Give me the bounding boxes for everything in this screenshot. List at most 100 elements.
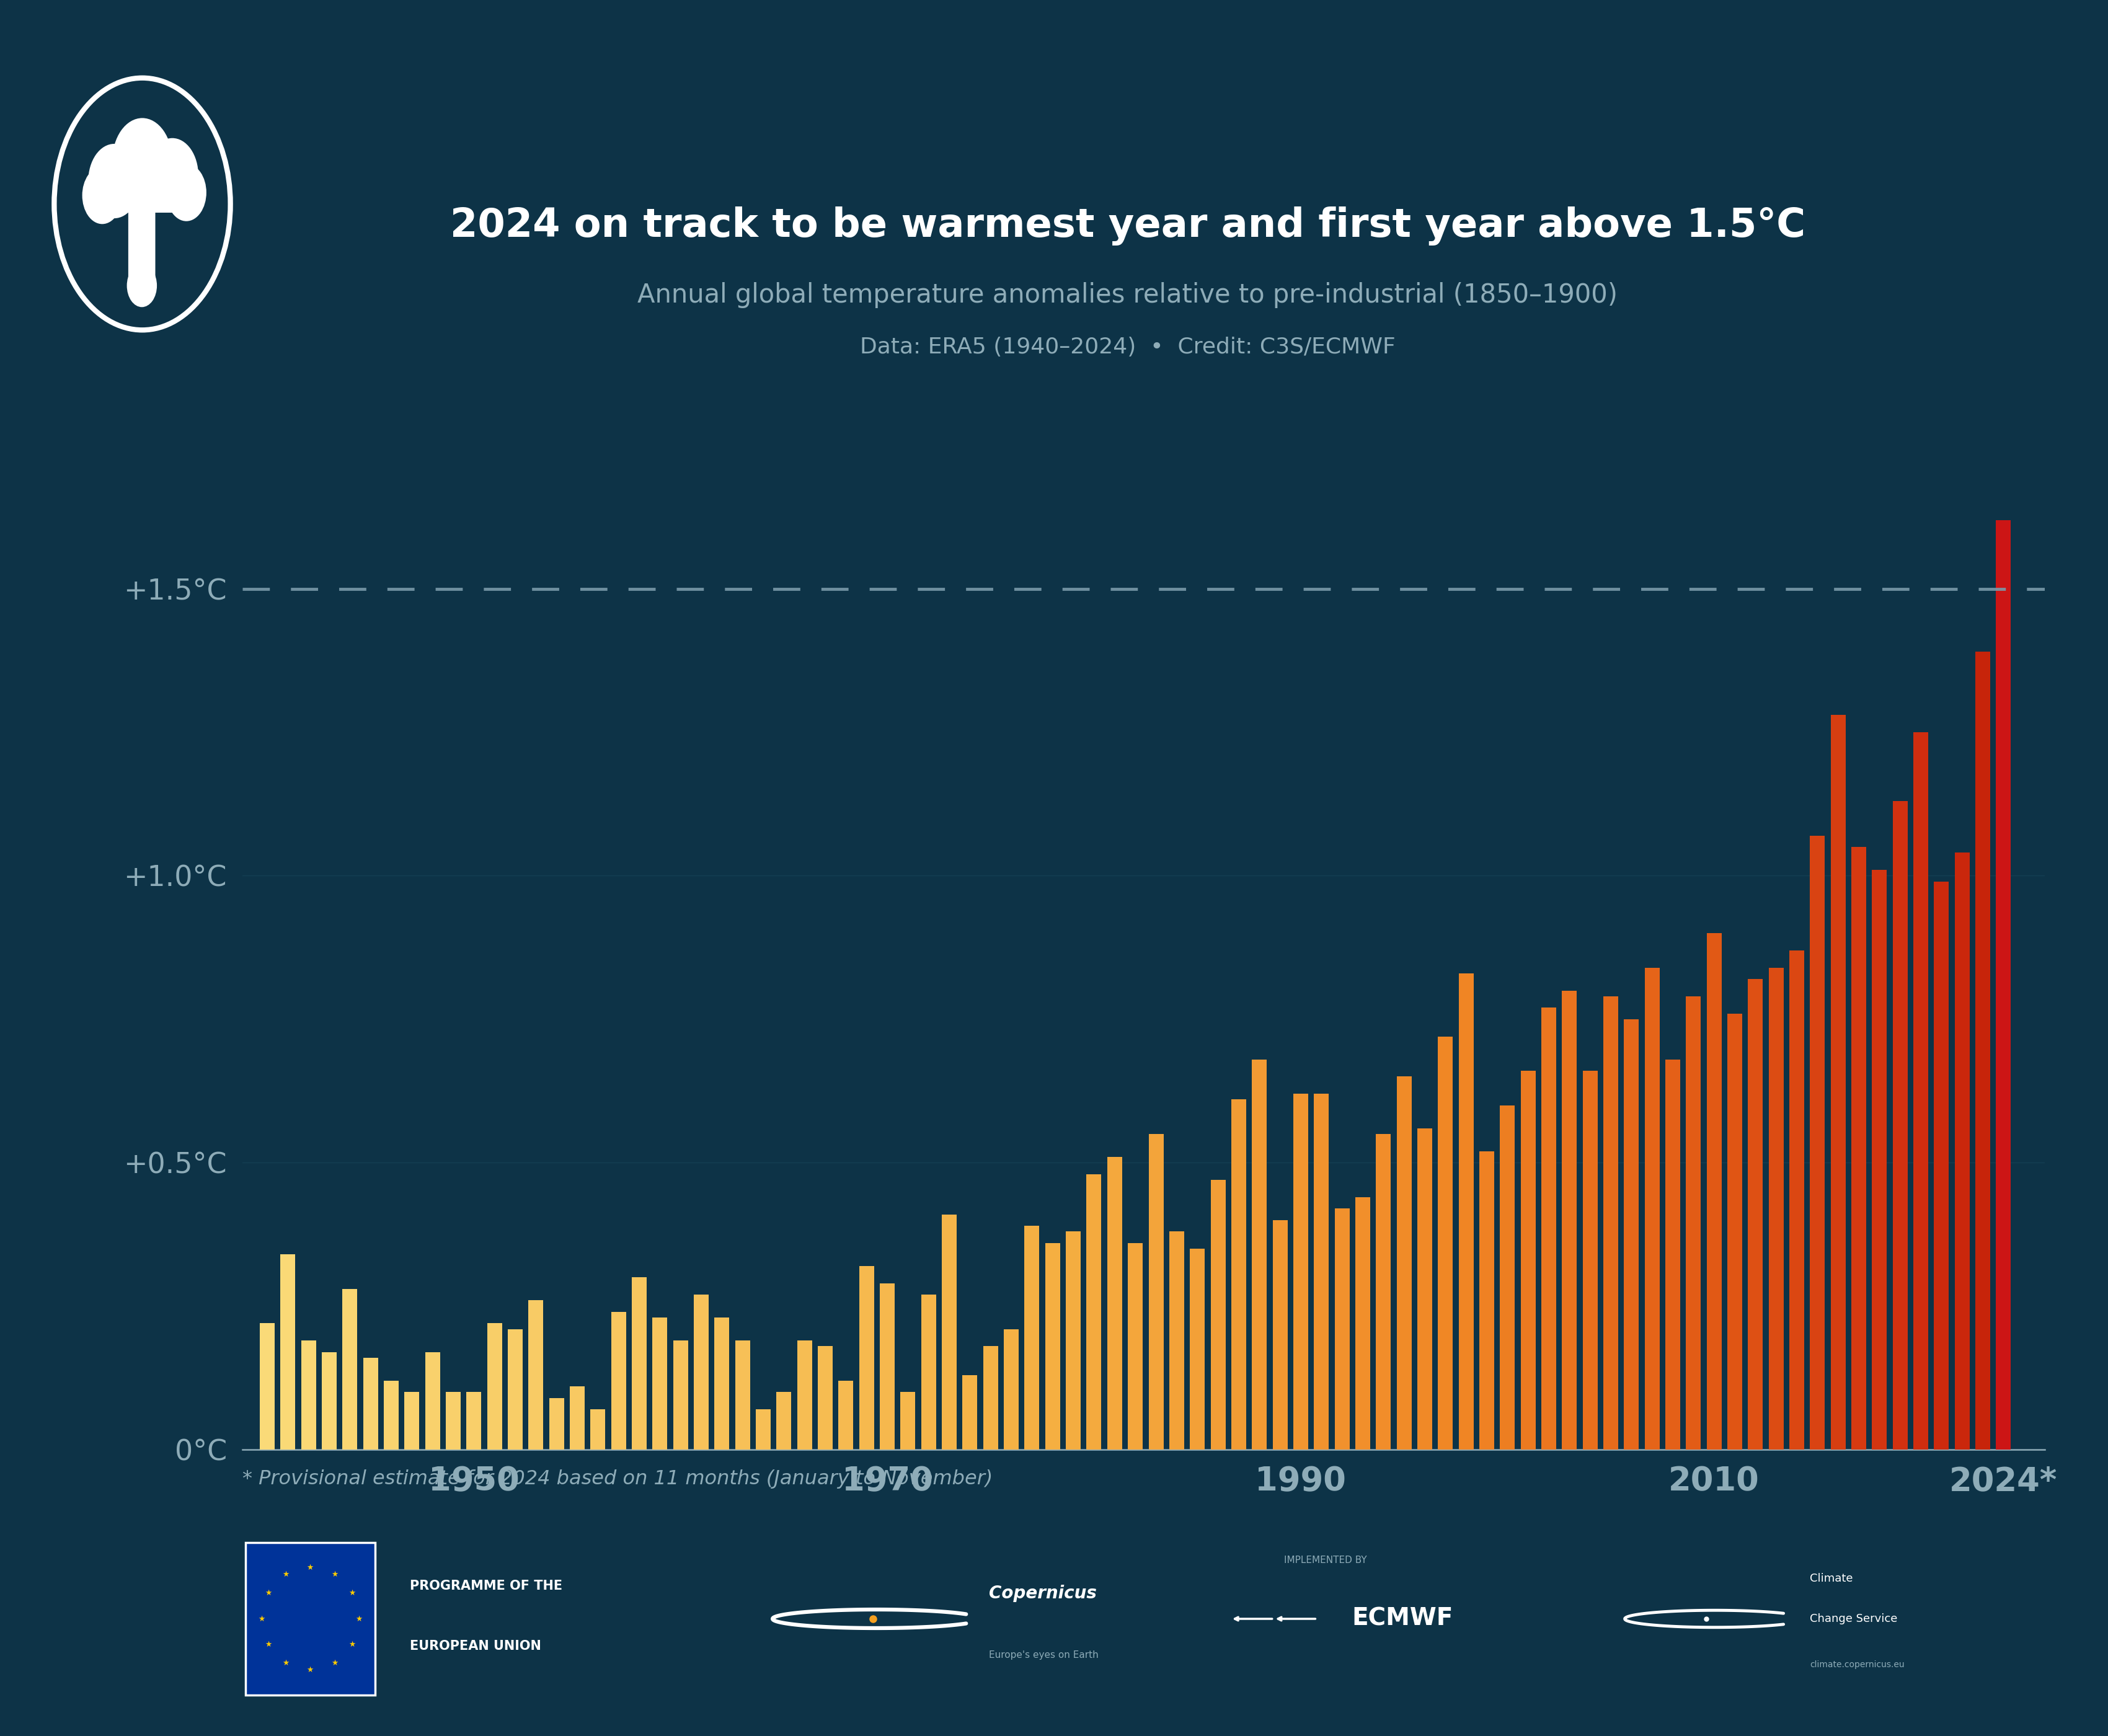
Bar: [550, 1397, 565, 1450]
Bar: [797, 1340, 812, 1450]
Bar: [1417, 1128, 1431, 1450]
Bar: [508, 1330, 523, 1450]
Bar: [529, 1300, 544, 1450]
Circle shape: [82, 167, 122, 224]
Bar: [1707, 934, 1722, 1450]
Bar: [426, 1352, 441, 1450]
Text: Data: ERA5 (1940–2024)  •  Credit: C3S/ECMWF: Data: ERA5 (1940–2024) • Credit: C3S/ECM…: [860, 337, 1395, 358]
Bar: [1686, 996, 1701, 1450]
Bar: [694, 1295, 708, 1450]
Bar: [1067, 1231, 1081, 1450]
Text: Climate: Climate: [1809, 1573, 1853, 1585]
Bar: [1562, 991, 1577, 1450]
Bar: [1273, 1220, 1288, 1450]
Bar: [323, 1352, 337, 1450]
Bar: [259, 1323, 274, 1450]
Text: ★: ★: [266, 1588, 272, 1597]
Bar: [879, 1283, 894, 1450]
Bar: [1644, 967, 1659, 1450]
Bar: [569, 1387, 584, 1450]
Text: climate.copernicus.eu: climate.copernicus.eu: [1809, 1660, 1904, 1668]
Bar: [363, 1358, 377, 1450]
Bar: [1996, 521, 2011, 1450]
Bar: [1520, 1071, 1535, 1450]
Bar: [487, 1323, 502, 1450]
Bar: [1623, 1019, 1638, 1450]
Bar: [280, 1255, 295, 1450]
Bar: [982, 1347, 997, 1450]
Text: Change Service: Change Service: [1809, 1613, 1897, 1625]
Text: * Provisional estimate for 2024 based on 11 months (January to November): * Provisional estimate for 2024 based on…: [242, 1469, 993, 1489]
Bar: [1252, 1059, 1267, 1450]
Bar: [99, 175, 192, 212]
Text: Copernicus: Copernicus: [989, 1585, 1096, 1602]
Text: ★: ★: [348, 1588, 356, 1597]
Bar: [1790, 950, 1804, 1450]
Bar: [405, 1392, 419, 1450]
Bar: [1313, 1094, 1328, 1450]
Text: ★: ★: [266, 1641, 272, 1649]
Bar: [1501, 1106, 1516, 1450]
Bar: [1872, 870, 1887, 1450]
Bar: [1830, 715, 1844, 1450]
Bar: [1604, 996, 1619, 1450]
Bar: [839, 1380, 854, 1450]
Text: EUROPEAN UNION: EUROPEAN UNION: [409, 1641, 542, 1653]
Text: ★: ★: [348, 1641, 356, 1649]
Text: IMPLEMENTED BY: IMPLEMENTED BY: [1284, 1555, 1368, 1566]
Circle shape: [167, 163, 207, 220]
Text: Annual global temperature anomalies relative to pre-industrial (1850–1900): Annual global temperature anomalies rela…: [637, 281, 1619, 309]
Circle shape: [145, 139, 198, 212]
Bar: [384, 1380, 398, 1450]
Text: ★: ★: [354, 1614, 363, 1623]
Bar: [1438, 1036, 1452, 1450]
Bar: [1355, 1198, 1370, 1450]
Bar: [1024, 1226, 1039, 1450]
Bar: [1541, 1007, 1556, 1450]
Bar: [1377, 1134, 1391, 1450]
FancyBboxPatch shape: [129, 191, 156, 292]
Bar: [1292, 1094, 1309, 1450]
Bar: [1851, 847, 1866, 1450]
Bar: [245, 1542, 375, 1696]
Bar: [1480, 1151, 1495, 1450]
Bar: [341, 1288, 358, 1450]
Text: ★: ★: [282, 1660, 289, 1667]
Bar: [1459, 974, 1473, 1450]
Text: Europe's eyes on Earth: Europe's eyes on Earth: [989, 1651, 1098, 1660]
Bar: [590, 1410, 605, 1450]
Bar: [818, 1347, 833, 1450]
Bar: [632, 1278, 647, 1450]
Text: ECMWF: ECMWF: [1351, 1608, 1452, 1630]
Bar: [1128, 1243, 1143, 1450]
Bar: [1665, 1059, 1680, 1450]
Text: PROGRAMME OF THE: PROGRAMME OF THE: [409, 1580, 563, 1592]
Bar: [1149, 1134, 1164, 1450]
Circle shape: [112, 118, 173, 205]
Bar: [736, 1340, 750, 1450]
Bar: [860, 1266, 875, 1450]
Bar: [1933, 882, 1950, 1450]
Text: 2024 on track to be warmest year and first year above 1.5°C: 2024 on track to be warmest year and fir…: [451, 207, 1804, 245]
Bar: [1748, 979, 1762, 1450]
Bar: [1893, 800, 1908, 1450]
Bar: [1231, 1099, 1246, 1450]
Bar: [1726, 1014, 1741, 1450]
Bar: [466, 1392, 481, 1450]
Bar: [1975, 653, 1990, 1450]
Text: ★: ★: [331, 1660, 337, 1667]
Bar: [1003, 1330, 1018, 1450]
Bar: [1170, 1231, 1185, 1450]
Bar: [1811, 835, 1826, 1450]
Bar: [1583, 1071, 1598, 1450]
Bar: [963, 1375, 978, 1450]
Text: ★: ★: [259, 1614, 266, 1623]
Bar: [1189, 1248, 1206, 1450]
Circle shape: [126, 264, 156, 307]
Bar: [1398, 1076, 1412, 1450]
Bar: [1046, 1243, 1060, 1450]
Bar: [1086, 1174, 1100, 1450]
Bar: [900, 1392, 915, 1450]
Bar: [1210, 1180, 1225, 1450]
Text: ★: ★: [282, 1571, 289, 1578]
